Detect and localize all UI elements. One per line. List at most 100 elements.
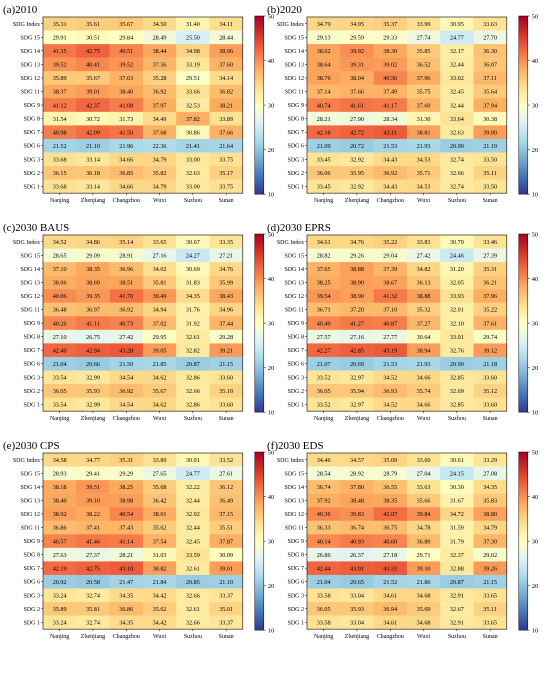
- heatmap-cell: [109, 302, 144, 317]
- cell-value: 39.92: [350, 48, 364, 55]
- heatmap-cell: [43, 493, 77, 508]
- heatmap-cell: [209, 356, 243, 371]
- row-label: SDG 12: [20, 76, 40, 82]
- heatmap-cell: [473, 98, 507, 113]
- column-label: Sunan: [219, 416, 234, 422]
- heatmap-cell: [43, 316, 77, 331]
- colorbar: [518, 233, 529, 413]
- cell-value: 41.70: [119, 293, 133, 300]
- heatmap-cell: [43, 289, 77, 303]
- row-label: SDG 7: [23, 130, 40, 136]
- cell-value: 35.31: [119, 457, 133, 464]
- cell-value: 31.20: [450, 266, 464, 273]
- column-label: Suzhou: [448, 198, 466, 204]
- heatmap-cell: [209, 166, 243, 180]
- heatmap-cell: [209, 397, 243, 412]
- cell-value: 32.22: [186, 484, 200, 491]
- heatmap-cell: [109, 329, 144, 344]
- heatmap-cell: [307, 44, 341, 58]
- cell-value: 38.82: [153, 565, 167, 572]
- cell-value: 39.54: [317, 293, 331, 300]
- heatmap-cell: [142, 370, 177, 385]
- heatmap-cell: [406, 302, 441, 317]
- cell-value: 32.69: [450, 388, 464, 395]
- heatmap-cell: [340, 138, 374, 153]
- cell-value: 21.04: [317, 579, 331, 586]
- cell-value: 29.33: [383, 35, 397, 42]
- heatmap-cell: [76, 138, 110, 153]
- cell-value: 42.18: [317, 129, 331, 136]
- heatmap-cell: [473, 547, 507, 562]
- cell-value: 39.83: [350, 511, 364, 518]
- column-label: Wuxi: [417, 198, 430, 204]
- heatmap-cell: [340, 370, 374, 385]
- heatmap-cell: [43, 384, 77, 398]
- heatmap-cell: [43, 152, 77, 167]
- cell-value: 30.86: [186, 129, 200, 136]
- heatmap-cell: [109, 98, 144, 113]
- heatmap-cell: [340, 166, 374, 180]
- cell-value: 36.33: [317, 525, 331, 532]
- column-label: Wuxi: [153, 416, 166, 422]
- cell-value: 38.88: [417, 293, 431, 300]
- row-label: SDG Index: [13, 240, 40, 246]
- heatmap-cell: [176, 30, 210, 45]
- cell-value: 38.92: [53, 511, 67, 518]
- cell-value: 40.14: [317, 538, 331, 545]
- column-label: Sunan: [483, 198, 498, 204]
- cell-value: 34.76: [350, 239, 364, 246]
- colorbar-tick-label: 50: [268, 231, 275, 238]
- cell-value: 33.45: [317, 156, 331, 163]
- row-label: SDG 9: [23, 321, 40, 327]
- column-label: Suzhou: [184, 198, 202, 204]
- heatmap-cell: [440, 179, 474, 194]
- heatmap-cell: [176, 356, 210, 371]
- heatmap-cell: [109, 57, 144, 72]
- heatmap-cell: [473, 57, 507, 72]
- heatmap-cell: [340, 588, 374, 603]
- cell-value: 35.71: [417, 170, 431, 177]
- cell-value: 35.93: [86, 388, 100, 395]
- heatmap-cell: [473, 302, 507, 317]
- heatmap-cell: [340, 574, 374, 589]
- heatmap-cell: [142, 57, 177, 72]
- cell-value: 39.12: [483, 347, 497, 354]
- cell-value: 34.43: [383, 184, 397, 191]
- cell-value: 37.02: [153, 320, 167, 327]
- heatmap-cell: [473, 71, 507, 85]
- heatmap-cell: [373, 30, 408, 45]
- cell-value: 21.10: [219, 579, 233, 586]
- row-label: SDG 15: [284, 471, 304, 477]
- heatmap-cell: [340, 615, 374, 630]
- heatmap-cell: [43, 125, 77, 140]
- heatmap-cell: [307, 166, 341, 180]
- cell-value: 36.86: [53, 525, 67, 532]
- heatmap-cell: [440, 370, 474, 385]
- column-label: Changzhou: [113, 416, 140, 422]
- colorbar: [254, 233, 265, 413]
- cell-value: 28.54: [317, 471, 331, 478]
- heatmap-cell: [142, 493, 177, 508]
- cell-value: 33.19: [186, 62, 200, 69]
- heatmap-cell: [43, 534, 77, 549]
- cell-value: 36.92: [119, 388, 133, 395]
- cell-value: 21.93: [417, 361, 431, 368]
- cell-value: 33.04: [350, 620, 364, 627]
- cell-value: 35.32: [417, 307, 431, 314]
- panel-title: (f)2030 EDS: [267, 440, 324, 452]
- cell-value: 35.51: [219, 525, 233, 532]
- cell-value: 35.82: [153, 170, 167, 177]
- cell-value: 27.10: [53, 334, 67, 341]
- row-label: SDG 11: [285, 90, 304, 96]
- heatmap-cell: [373, 152, 408, 167]
- heatmap-cell: [406, 397, 441, 412]
- cell-value: 33.75: [219, 156, 233, 163]
- colorbar-tick-label: 10: [268, 627, 275, 634]
- cell-value: 37.92: [317, 498, 331, 505]
- heatmap-cell: [340, 507, 374, 521]
- cell-value: 20.87: [186, 361, 200, 368]
- row-label: SDG 2: [287, 607, 304, 613]
- cell-value: 33.60: [219, 402, 233, 409]
- heatmap-cell: [43, 480, 77, 494]
- column-label: Nanjing: [314, 198, 333, 204]
